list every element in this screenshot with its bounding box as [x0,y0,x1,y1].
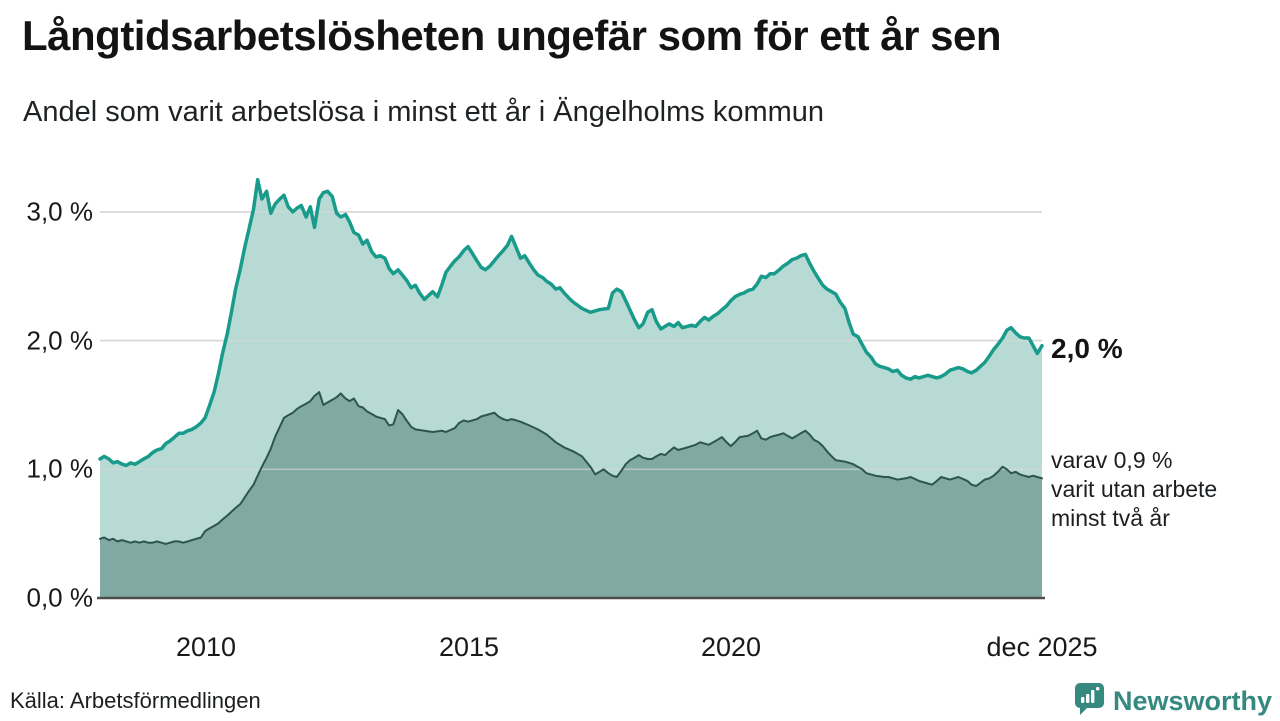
two-year-annotation-line-1: varav 0,9 % [1051,447,1173,473]
latest-value-label: 2,0 % [1051,333,1123,364]
two-year-annotation-line-3: minst två år [1051,505,1170,531]
two-year-annotation-line-2: varit utan arbete [1051,476,1218,502]
x-axis-tick-dec-2025: dec 2025 [986,632,1098,662]
y-axis-tick-2: 2,0 % [26,325,94,356]
newsworthy-speech-bubble-chart-icon [1074,682,1105,721]
y-axis-tick-0: 0,0 % [26,582,94,613]
newsworthy-wordmark: Newsworthy [1112,686,1272,716]
two-year-annotation: varav 0,9 % varit utan arbete minst två … [1051,446,1217,533]
page-title: Långtidsarbetslösheten ungefär som för e… [22,12,1002,59]
y-axis-tick-3: 3,0 % [26,196,94,227]
page-subtitle: Andel som varit arbetslösa i minst ett å… [23,96,825,128]
x-axis-tick-2015: 2015 [438,632,500,662]
y-axis-tick-1: 1,0 % [26,453,94,484]
source-attribution: Källa: Arbetsförmedlingen [10,688,261,713]
newsworthy-logo: Newsworthy [1074,682,1272,721]
x-axis-tick-2010: 2010 [175,632,237,662]
x-axis-tick-2020: 2020 [700,632,762,662]
